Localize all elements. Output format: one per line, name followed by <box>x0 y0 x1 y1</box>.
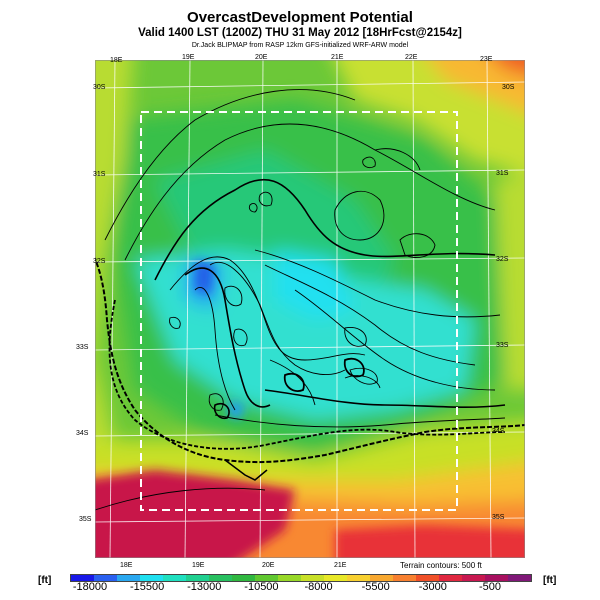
top-lon-label: 18E <box>110 57 123 64</box>
colorbar-tick-label: -500 <box>478 581 502 593</box>
colorbar-swatch <box>117 575 140 581</box>
left-lat-label: 31S <box>93 171 106 178</box>
colorbar-tick-label: -10500 <box>244 581 279 593</box>
top-lon-label: 21E <box>331 54 344 61</box>
colorbar <box>70 574 532 582</box>
bottom-lon-label: 21E <box>334 562 347 569</box>
colorbar-unit-left: [ft] <box>38 575 52 586</box>
colorbar-swatch <box>508 575 531 581</box>
right-lat-label: 35S <box>492 514 505 521</box>
right-lat-label: 30S <box>502 84 515 91</box>
colorbar-swatch <box>163 575 186 581</box>
right-lat-label: 33S <box>496 342 509 349</box>
colorbar-swatch <box>439 575 462 581</box>
colorbar-swatch <box>255 575 278 581</box>
right-lat-label: 32S <box>496 256 509 263</box>
colorbar-swatch <box>71 575 94 581</box>
colorbar-swatch <box>485 575 508 581</box>
colorbar-swatch <box>324 575 347 581</box>
overcast-development-map <box>95 60 525 558</box>
colorbar-swatch <box>370 575 393 581</box>
colorbar-swatch <box>232 575 255 581</box>
top-lon-label: 20E <box>255 54 268 61</box>
left-lat-label: 30S <box>93 84 106 91</box>
left-lat-label: 33S <box>76 344 89 351</box>
colorbar-swatch <box>301 575 324 581</box>
colorbar-swatch <box>347 575 370 581</box>
colorbar-swatch <box>393 575 416 581</box>
map-credit: Dr.Jack BLIPMAP from RASP 12km GFS-initi… <box>191 42 409 49</box>
colorbar-swatch <box>416 575 439 581</box>
left-lat-label: 35S <box>79 516 92 523</box>
colorbar-swatch <box>462 575 485 581</box>
colorbar-tick-label: -13000 <box>187 581 222 593</box>
top-lon-label: 23E <box>480 56 493 63</box>
colorbar-swatch <box>140 575 163 581</box>
map-title: OvercastDevelopment Potential <box>187 9 413 26</box>
right-lat-label: 31S <box>496 170 509 177</box>
colorbar-tick-label: -3000 <box>418 581 447 593</box>
colorbar-swatch <box>94 575 117 581</box>
terrain-contour-note: Terrain contours: 500 ft <box>400 561 482 570</box>
colorbar-swatch <box>209 575 232 581</box>
colorbar-tick-label: -18000 <box>72 581 108 593</box>
colorbar-tick-label: -15500 <box>130 581 165 593</box>
left-lat-label: 34S <box>76 430 89 437</box>
colorbar-tick-label: -8000 <box>304 581 333 593</box>
map-subtitle: Valid 1400 LST (1200Z) THU 31 May 2012 [… <box>138 27 462 39</box>
right-lat-label: 34S <box>492 428 505 435</box>
bottom-lon-label: 19E <box>192 562 205 569</box>
bottom-lon-label: 20E <box>262 562 275 569</box>
colorbar-tick-label: -5500 <box>361 581 390 593</box>
colorbar-swatch <box>186 575 209 581</box>
left-lat-label: 32S <box>93 258 106 265</box>
top-lon-label: 22E <box>405 54 418 61</box>
colorbar-unit-right: [ft] <box>543 575 557 586</box>
bottom-lon-label: 18E <box>120 562 133 569</box>
colorbar-swatch <box>278 575 301 581</box>
top-lon-label: 19E <box>182 54 195 61</box>
